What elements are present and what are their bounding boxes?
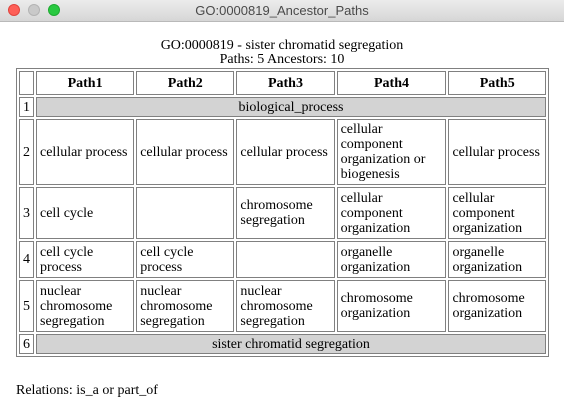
table-row: 5 nuclear chromosome segregation nuclear… (19, 280, 546, 332)
row-index: 3 (19, 187, 34, 239)
close-window-button[interactable] (8, 4, 20, 16)
window-title: GO:0000819_Ancestor_Paths (195, 3, 369, 18)
table-header-row: Path1 Path2 Path3 Path4 Path5 (19, 71, 546, 95)
column-header-path5: Path5 (448, 71, 546, 95)
table-cell: chromosome segregation (236, 187, 335, 239)
row-index: 1 (19, 97, 34, 117)
zoom-window-button[interactable] (48, 4, 60, 16)
row-index: 5 (19, 280, 34, 332)
table-cell (236, 241, 335, 278)
root-term-cell: biological_process (36, 97, 546, 117)
row-index: 4 (19, 241, 34, 278)
table-row: 3 cell cycle chromosome segregation cell… (19, 187, 546, 239)
table-row: 1 biological_process (19, 97, 546, 117)
table-cell: cellular component organization or bioge… (336, 119, 447, 185)
table-cell: cellular process (236, 119, 335, 185)
relations-legend: Relations: is_a or part_of (16, 383, 158, 398)
table-cell: cellular process (448, 119, 546, 185)
term-heading: GO:0000819 - sister chromatid segregatio… (160, 38, 404, 53)
table-cell: chromosome organization (448, 280, 546, 332)
table-row: 6 sister chromatid segregation (19, 334, 546, 354)
index-header (19, 71, 34, 95)
minimize-window-button[interactable] (28, 4, 40, 16)
table-cell: nuclear chromosome segregation (136, 280, 235, 332)
table-cell: nuclear chromosome segregation (236, 280, 335, 332)
table-cell: cell cycle process (136, 241, 235, 278)
target-term-cell: sister chromatid segregation (36, 334, 546, 354)
ancestor-paths-table: Path1 Path2 Path3 Path4 Path5 1 biologic… (16, 68, 549, 357)
table-cell: organelle organization (448, 241, 546, 278)
table-row: 2 cellular process cellular process cell… (19, 119, 546, 185)
table-cell: cellular component organization (336, 187, 447, 239)
table-cell: cell cycle (36, 187, 135, 239)
table-cell (136, 187, 235, 239)
row-index: 2 (19, 119, 34, 185)
column-header-path4: Path4 (336, 71, 447, 95)
table-cell: cellular component organization (448, 187, 546, 239)
table-cell: cell cycle process (36, 241, 135, 278)
table-row: 4 cell cycle process cell cycle process … (19, 241, 546, 278)
table-cell: organelle organization (336, 241, 447, 278)
column-header-path1: Path1 (36, 71, 135, 95)
table-cell: cellular process (36, 119, 135, 185)
table-cell: nuclear chromosome segregation (36, 280, 135, 332)
window-titlebar: GO:0000819_Ancestor_Paths (0, 0, 564, 22)
column-header-path3: Path3 (236, 71, 335, 95)
table-cell: chromosome organization (336, 280, 447, 332)
table-cell: cellular process (136, 119, 235, 185)
column-header-path2: Path2 (136, 71, 235, 95)
row-index: 6 (19, 334, 34, 354)
path-summary: Paths: 5 Ancestors: 10 (219, 52, 345, 67)
